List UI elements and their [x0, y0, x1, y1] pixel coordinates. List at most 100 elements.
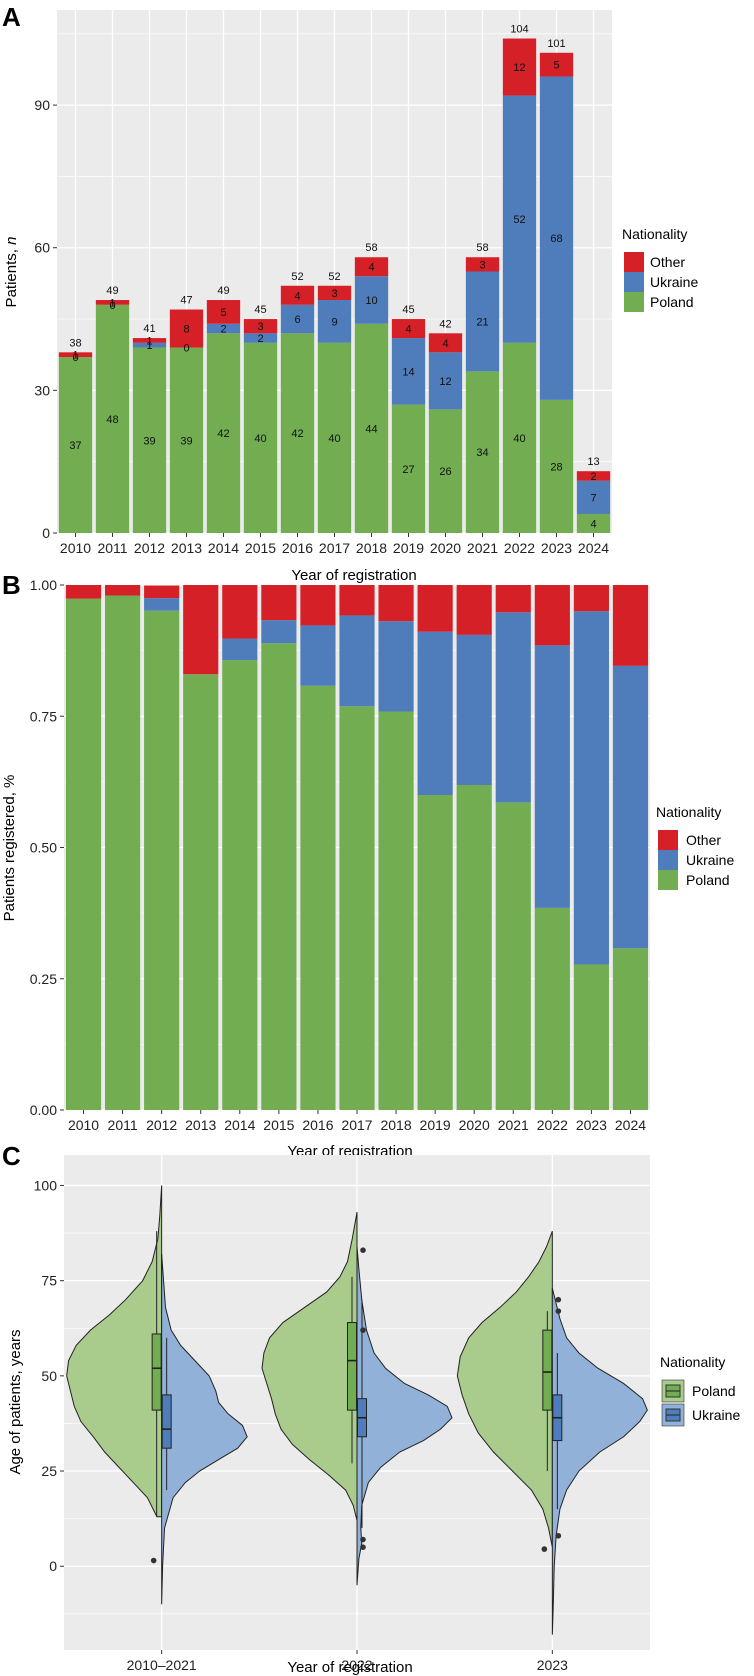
panel-c-x-axis: 2010–2021 2022 2023: [127, 1650, 568, 1673]
b-bar-poland-2021: [495, 802, 531, 1110]
b-bar-ukraine-2017: [339, 615, 375, 707]
a-segment-label-ukraine-2022: 52: [513, 214, 525, 226]
panel-b-legend-label-other: Other: [686, 832, 721, 848]
panel-c: C 0 25 50 75 100 2010–2021 2022 2023 Year of r…: [2, 1141, 740, 1676]
a-bar-poland-2016: [280, 333, 315, 533]
a-total-label-2019: 45: [402, 304, 414, 316]
b-bar-poland-2010: [65, 598, 102, 1110]
panel-a-legend-title: Nationality: [622, 226, 687, 242]
a-segment-label-other-2022: 12: [513, 62, 525, 74]
c-outlier-ukraine-2023: [555, 1296, 562, 1303]
a-segment-label-ukraine-2023: 68: [550, 233, 562, 245]
c-box-poland-2010–2021: [151, 1333, 162, 1411]
a-bar-ukraine-2012: [132, 342, 167, 348]
a-bar-ukraine-2022: [502, 95, 537, 343]
b-bar-poland-2013: [183, 674, 219, 1110]
a-segment-label-poland-2022: 40: [513, 433, 525, 445]
a-x-tick-label: 2018: [356, 540, 387, 556]
b-bar-other-2018: [378, 585, 414, 622]
a-bar-poland-2023: [539, 399, 574, 533]
b-bar-other-2015: [261, 585, 297, 621]
a-segment-label-ukraine-2014: 2: [220, 324, 226, 336]
a-segment-label-ukraine-2019: 14: [402, 366, 414, 378]
a-bar-poland-2022: [502, 342, 537, 533]
panel-a-legend-swatch-other: [624, 252, 644, 272]
b-bar-poland-2020: [456, 785, 492, 1110]
a-total-label-2018: 58: [365, 242, 377, 254]
b-bar-poland-2023: [573, 964, 609, 1110]
b-x-tick-label: 2018: [380, 1117, 411, 1133]
panel-a-legend: Nationality Other Ukraine Poland: [622, 226, 698, 312]
b-y-tick-label: 0.00: [30, 1102, 57, 1118]
panel-a-y-axis: 0 30 60 90: [34, 97, 57, 541]
b-x-tick-label: 2013: [185, 1117, 216, 1133]
a-bar-other-2024: [576, 471, 611, 481]
a-segment-label-poland-2021: 34: [476, 447, 488, 459]
a-x-tick-label: 2015: [245, 540, 276, 556]
panel-b: B 0.000.250.500.751.00 2010 2011 2012 2013 2…: [1, 570, 734, 1160]
panel-b-legend-swatch-ukraine: [658, 850, 678, 870]
a-segment-label-poland-2013: 39: [180, 435, 192, 447]
b-bar-poland-2015: [261, 643, 297, 1110]
a-bar-other-2021: [465, 257, 500, 272]
a-bar-other-2022: [502, 38, 537, 96]
b-bar-other-2011: [105, 585, 141, 596]
a-segment-label-ukraine-2012: 1: [146, 340, 152, 352]
c-y-tick-label: 0: [49, 1558, 57, 1574]
a-x-tick-label: 2011: [97, 540, 127, 556]
c-y-tick-label: 25: [41, 1463, 57, 1479]
c-x-tick-label: 2022: [341, 1657, 372, 1673]
a-total-label-2020: 42: [439, 318, 451, 330]
b-bar-other-2014: [222, 585, 258, 639]
a-bar-poland-2010: [58, 357, 93, 533]
b-bar-ukraine-2023: [573, 611, 609, 965]
a-bar-other-2014: [206, 300, 241, 324]
a-bar-poland-2019: [391, 404, 426, 533]
a-segment-label-ukraine-2013: 0: [183, 343, 189, 355]
c-x-tick-label: 2010–2021: [127, 1657, 197, 1673]
a-segment-label-poland-2011: 48: [106, 414, 118, 426]
c-box-ukraine-2010–2021: [161, 1394, 172, 1449]
a-segment-label-other-2014: 5: [220, 307, 226, 319]
a-x-tick-label: 2016: [282, 540, 313, 556]
b-x-tick-label: 2021: [498, 1117, 529, 1133]
b-bar-ukraine-2019: [417, 631, 453, 795]
b-x-tick-label: 2020: [459, 1117, 490, 1133]
panel-a-y-axis-title-italic: n: [3, 237, 20, 245]
b-bar-other-2012: [144, 585, 180, 599]
a-segment-label-ukraine-2024: 7: [590, 492, 596, 504]
a-total-label-2010: 38: [69, 337, 81, 349]
a-bar-ukraine-2021: [465, 271, 500, 372]
panel-c-legend: Nationality Poland Ukraine: [660, 1354, 740, 1427]
a-total-label-2023: 101: [547, 38, 565, 50]
b-bar-other-2022: [534, 585, 570, 646]
a-x-tick-label: 2020: [430, 540, 461, 556]
a-bar-other-2016: [280, 285, 315, 305]
b-x-tick-label: 2019: [420, 1117, 451, 1133]
a-segment-label-poland-2016: 42: [291, 428, 303, 440]
a-bar-other-2012: [132, 338, 167, 343]
b-bar-other-2021: [495, 585, 531, 613]
b-bar-poland-2016: [300, 685, 336, 1110]
a-bar-poland-2017: [317, 342, 352, 533]
a-bar-ukraine-2017: [317, 300, 352, 343]
a-bar-ukraine-2023: [539, 76, 574, 400]
panel-a-legend-label-ukraine: Ukraine: [650, 274, 698, 290]
a-segment-label-other-2015: 3: [257, 321, 263, 333]
a-bar-other-2019: [391, 319, 426, 339]
a-y-tick-label: 30: [34, 382, 50, 398]
b-x-tick-label: 2010: [68, 1117, 99, 1133]
a-total-label-2021: 58: [476, 242, 488, 254]
panel-letter-c: C: [2, 1141, 21, 1171]
a-bar-ukraine-2016: [280, 304, 315, 334]
b-bar-poland-2018: [378, 711, 414, 1110]
b-bar-other-2024: [612, 585, 649, 666]
panel-a-bar-labels: 3701384801493911413908474225494023454264…: [69, 24, 599, 531]
panel-a-legend-label-other: Other: [650, 254, 685, 270]
a-segment-label-poland-2018: 44: [365, 423, 377, 435]
a-total-label-2022: 104: [510, 24, 528, 36]
a-y-tick-label: 60: [34, 240, 50, 256]
b-y-tick-label: 0.25: [30, 971, 57, 987]
a-segment-label-ukraine-2011: 0: [109, 300, 115, 312]
